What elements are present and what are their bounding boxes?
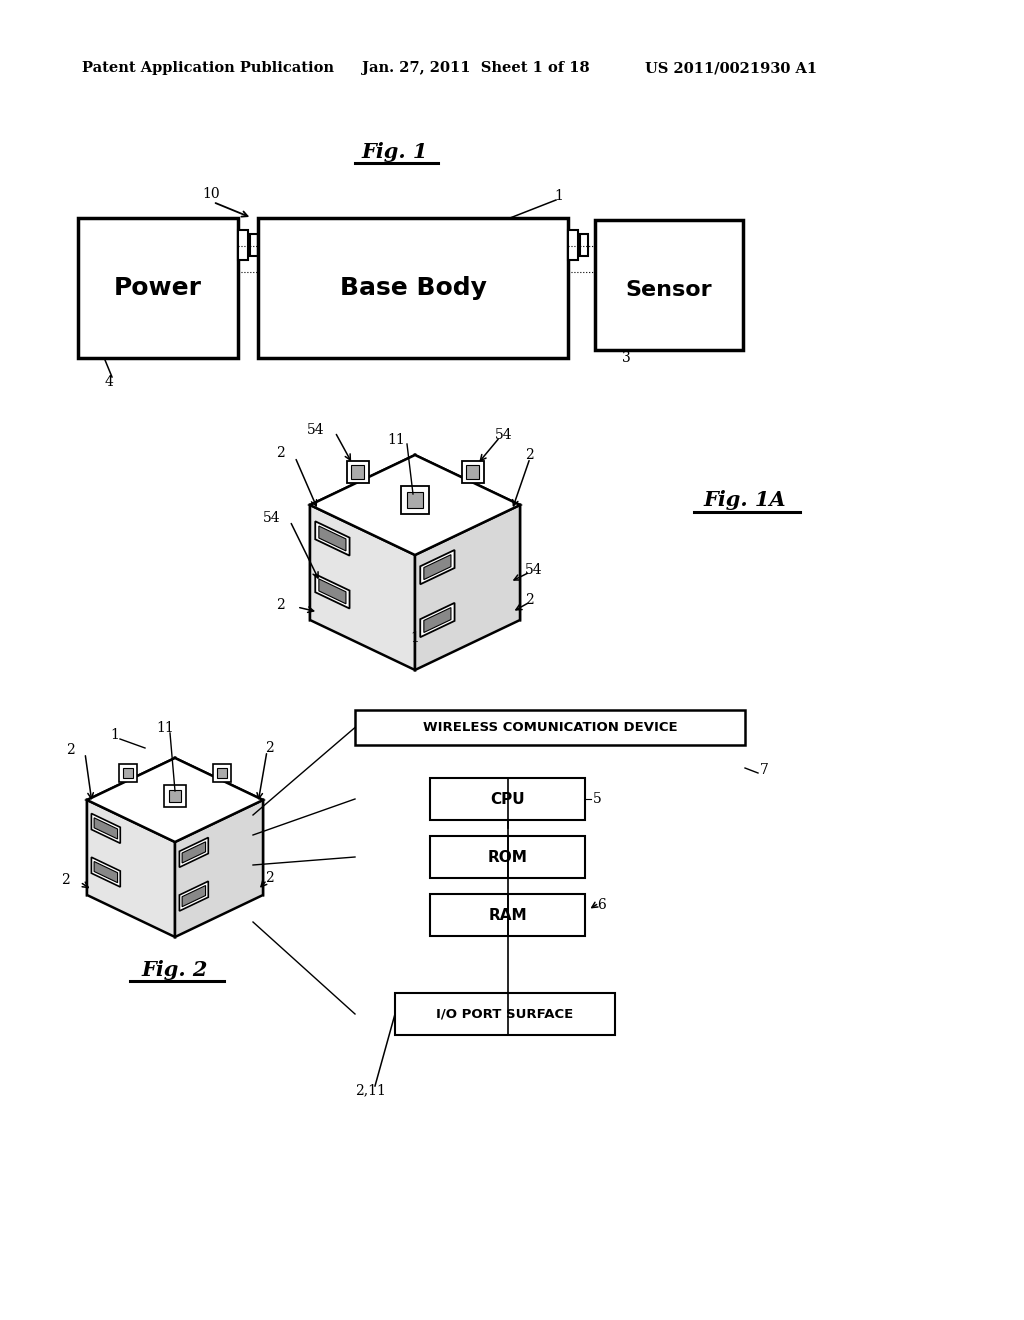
Text: Fig. 1A: Fig. 1A bbox=[703, 490, 786, 510]
Polygon shape bbox=[420, 603, 455, 638]
Bar bbox=[595, 220, 743, 350]
Polygon shape bbox=[318, 525, 346, 550]
Bar bbox=[580, 234, 588, 256]
Text: 54: 54 bbox=[307, 422, 325, 437]
Polygon shape bbox=[94, 862, 118, 883]
Text: 2: 2 bbox=[265, 871, 273, 884]
Text: CPU: CPU bbox=[490, 792, 525, 807]
Polygon shape bbox=[94, 818, 118, 840]
Text: 2: 2 bbox=[67, 743, 75, 756]
Text: 4: 4 bbox=[105, 375, 114, 389]
Text: I/O PORT SURFACE: I/O PORT SURFACE bbox=[436, 1007, 573, 1020]
Text: 1: 1 bbox=[411, 631, 420, 645]
Text: 7: 7 bbox=[760, 763, 769, 777]
Polygon shape bbox=[91, 813, 120, 843]
Text: 2: 2 bbox=[276, 598, 285, 612]
Text: Fig. 1: Fig. 1 bbox=[361, 143, 428, 162]
Polygon shape bbox=[169, 789, 181, 803]
Bar bbox=[78, 218, 238, 358]
Text: 11: 11 bbox=[387, 433, 406, 447]
Polygon shape bbox=[315, 521, 349, 556]
Polygon shape bbox=[315, 574, 349, 609]
Text: Fig. 2: Fig. 2 bbox=[141, 960, 208, 979]
Text: 54: 54 bbox=[262, 511, 280, 525]
Polygon shape bbox=[182, 886, 206, 907]
Bar bbox=[430, 836, 585, 878]
Polygon shape bbox=[123, 768, 133, 777]
Bar bbox=[355, 710, 745, 744]
Text: 6: 6 bbox=[597, 898, 606, 912]
Text: 10: 10 bbox=[202, 187, 219, 201]
Polygon shape bbox=[310, 455, 520, 554]
Text: Patent Application Publication: Patent Application Publication bbox=[82, 61, 334, 75]
Bar bbox=[395, 993, 615, 1035]
Text: 11: 11 bbox=[156, 721, 174, 735]
Text: Jan. 27, 2011  Sheet 1 of 18: Jan. 27, 2011 Sheet 1 of 18 bbox=[362, 61, 590, 75]
Polygon shape bbox=[318, 579, 346, 603]
Polygon shape bbox=[310, 455, 415, 620]
Polygon shape bbox=[420, 550, 455, 585]
Text: 54: 54 bbox=[525, 564, 543, 577]
Text: 2,11: 2,11 bbox=[355, 1082, 386, 1097]
Polygon shape bbox=[424, 554, 451, 579]
Polygon shape bbox=[424, 607, 451, 632]
Polygon shape bbox=[175, 800, 263, 937]
Text: 2: 2 bbox=[276, 446, 285, 459]
Polygon shape bbox=[175, 758, 263, 895]
Polygon shape bbox=[415, 506, 520, 671]
Text: WIRELESS COMUNICATION DEVICE: WIRELESS COMUNICATION DEVICE bbox=[423, 721, 677, 734]
Polygon shape bbox=[351, 466, 365, 479]
Text: Power: Power bbox=[114, 276, 202, 300]
Text: 1: 1 bbox=[111, 729, 120, 742]
Polygon shape bbox=[182, 842, 206, 863]
Polygon shape bbox=[462, 461, 483, 483]
Text: RAM: RAM bbox=[488, 908, 526, 923]
Polygon shape bbox=[164, 785, 186, 807]
Bar bbox=[430, 894, 585, 936]
Text: Base Body: Base Body bbox=[340, 276, 486, 300]
Polygon shape bbox=[87, 800, 175, 937]
Polygon shape bbox=[407, 491, 423, 508]
Polygon shape bbox=[415, 455, 520, 620]
Polygon shape bbox=[91, 857, 120, 887]
Text: 2: 2 bbox=[61, 873, 70, 887]
Polygon shape bbox=[179, 882, 208, 911]
Text: 1: 1 bbox=[554, 189, 563, 203]
Bar bbox=[568, 230, 578, 260]
Polygon shape bbox=[179, 837, 208, 867]
Polygon shape bbox=[213, 764, 231, 781]
Text: ROM: ROM bbox=[487, 850, 527, 865]
Text: 54: 54 bbox=[495, 428, 513, 442]
Bar bbox=[238, 230, 248, 260]
Text: 2: 2 bbox=[525, 447, 534, 462]
Polygon shape bbox=[310, 506, 415, 671]
Polygon shape bbox=[346, 461, 369, 483]
Text: 5: 5 bbox=[593, 792, 602, 807]
Polygon shape bbox=[119, 764, 137, 781]
Text: 2: 2 bbox=[265, 741, 273, 755]
Text: Sensor: Sensor bbox=[626, 280, 713, 300]
Bar bbox=[430, 777, 585, 820]
Polygon shape bbox=[87, 758, 263, 842]
Polygon shape bbox=[217, 768, 227, 777]
Text: 3: 3 bbox=[622, 351, 631, 366]
Polygon shape bbox=[87, 758, 175, 895]
Bar bbox=[250, 234, 258, 256]
Polygon shape bbox=[466, 466, 479, 479]
Polygon shape bbox=[401, 486, 429, 513]
Text: US 2011/0021930 A1: US 2011/0021930 A1 bbox=[645, 61, 817, 75]
Bar bbox=[258, 218, 568, 358]
Text: 2: 2 bbox=[525, 593, 534, 607]
